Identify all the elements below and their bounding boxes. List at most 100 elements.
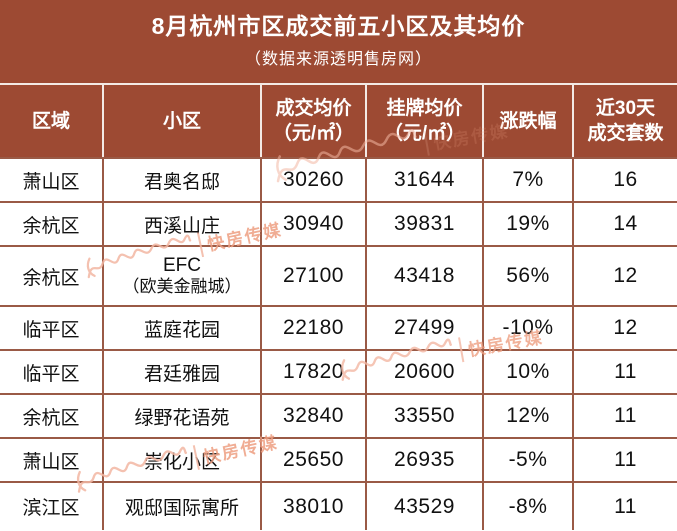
col-header-community: 小区 <box>102 83 262 159</box>
region-label: 萧山区 <box>22 171 80 193</box>
cell-community: 西溪山庄 <box>102 201 262 247</box>
deal-price-value: 30260 <box>283 168 344 191</box>
deal-price-value: 27100 <box>283 264 344 287</box>
cell-deal-price: 30260 <box>260 157 367 203</box>
count-value: 14 <box>613 212 638 235</box>
cell-deal-price: 38010 <box>260 481 367 530</box>
region-label: 余杭区 <box>22 267 80 289</box>
cell-change: -5% <box>482 437 574 483</box>
cell-community: 绿野花语苑 <box>102 393 262 439</box>
table-row: 余杭区 西溪山庄 30940 39831 19% 14 <box>0 201 677 247</box>
listing-price-value: 26935 <box>394 448 455 471</box>
deal-price-value: 38010 <box>283 494 344 518</box>
cell-count: 11 <box>572 437 677 483</box>
region-label: 滨江区 <box>22 498 80 519</box>
cell-community: 崇化小区 <box>102 437 262 483</box>
cell-listing-price: 33550 <box>365 393 484 439</box>
cell-listing-price: 20600 <box>365 349 484 395</box>
community-label: EFC <box>163 255 201 276</box>
change-value: -5% <box>508 448 548 471</box>
community-sublabel: （欧美金融城） <box>122 277 242 296</box>
cell-change: 12% <box>482 393 574 439</box>
region-label: 余杭区 <box>22 215 80 237</box>
col-header-label: 近30天 <box>595 98 656 119</box>
table-row: 萧山区 崇化小区 25650 26935 -5% 11 <box>0 437 677 483</box>
community-label: 君廷雅园 <box>143 363 220 385</box>
change-value: 19% <box>506 212 550 235</box>
deal-price-value: 32840 <box>283 404 344 427</box>
cell-count: 16 <box>572 157 677 203</box>
cell-listing-price: 43529 <box>365 481 484 530</box>
community-label: 观邸国际寓所 <box>124 498 239 519</box>
cell-deal-price: 30940 <box>260 201 367 247</box>
cell-deal-price: 22180 <box>260 305 367 351</box>
community-label: 西溪山庄 <box>143 215 220 237</box>
cell-deal-price: 25650 <box>260 437 367 483</box>
change-value: -8% <box>508 494 548 518</box>
community-label: 崇化小区 <box>143 451 220 473</box>
cell-deal-price: 27100 <box>260 245 367 307</box>
header-row: 区域 小区 成交均价 （元/㎡） 挂牌均价 （元/㎡） 涨跌幅 近30天 成交套… <box>0 83 677 159</box>
deal-price-value: 25650 <box>283 448 344 471</box>
listing-price-value: 39831 <box>394 212 455 235</box>
table-row: 临平区 君廷雅园 17820 20600 10% 11 <box>0 349 677 395</box>
count-value: 11 <box>614 448 637 471</box>
col-header-count: 近30天 成交套数 <box>572 83 677 159</box>
cell-region: 余杭区 <box>0 245 104 307</box>
price-table: 区域 小区 成交均价 （元/㎡） 挂牌均价 （元/㎡） 涨跌幅 近30天 成交套… <box>0 83 677 530</box>
col-header-unit: （元/㎡） <box>272 123 355 144</box>
region-label: 临平区 <box>22 319 80 341</box>
region-label: 余杭区 <box>22 407 80 429</box>
cell-community: 观邸国际寓所 <box>102 481 262 530</box>
region-label: 临平区 <box>22 363 80 385</box>
cell-listing-price: 26935 <box>365 437 484 483</box>
deal-price-value: 30940 <box>283 212 344 235</box>
col-header-label: 小区 <box>162 110 201 132</box>
table-row: 临平区 蓝庭花园 22180 27499 -10% 12 <box>0 305 677 351</box>
listing-price-value: 33550 <box>394 404 455 427</box>
cell-region: 临平区 <box>0 349 104 395</box>
page-title: 8月杭州市区成交前五小区及其均价 <box>151 13 526 39</box>
col-header-label: 区域 <box>31 110 70 132</box>
deal-price-value: 17820 <box>283 360 344 383</box>
cell-listing-price: 43418 <box>365 245 484 307</box>
title-block: 8月杭州市区成交前五小区及其均价 （数据来源透明售房网） <box>0 0 677 83</box>
col-header-unit: （元/㎡） <box>383 123 466 144</box>
cell-region: 余杭区 <box>0 393 104 439</box>
cell-community: EFC （欧美金融城） <box>102 245 262 307</box>
col-header-region: 区域 <box>0 83 104 159</box>
table-row: 萧山区 君奥名邸 30260 31644 7% 16 <box>0 157 677 203</box>
cell-listing-price: 31644 <box>365 157 484 203</box>
table-row: 余杭区 EFC （欧美金融城） 27100 43418 56% 12 <box>0 245 677 307</box>
count-value: 12 <box>613 264 638 287</box>
cell-count: 12 <box>572 305 677 351</box>
col-header-label: 涨跌幅 <box>499 110 557 132</box>
change-value: 7% <box>512 168 544 191</box>
col-header-listing-price: 挂牌均价 （元/㎡） <box>365 83 484 159</box>
listing-price-value: 43418 <box>394 264 455 287</box>
change-value: -10% <box>502 316 554 339</box>
listing-price-value: 43529 <box>394 494 455 518</box>
cell-count: 11 <box>572 393 677 439</box>
change-value: 12% <box>506 404 550 427</box>
col-header-label: 成交均价 <box>275 98 352 119</box>
count-value: 11 <box>614 494 637 518</box>
listing-price-value: 20600 <box>394 360 455 383</box>
cell-region: 萧山区 <box>0 157 104 203</box>
change-value: 10% <box>506 360 550 383</box>
cell-deal-price: 17820 <box>260 349 367 395</box>
cell-change: 56% <box>482 245 574 307</box>
cell-count: 11 <box>572 481 677 530</box>
col-header-label2: 成交套数 <box>587 123 664 144</box>
deal-price-value: 22180 <box>283 316 344 339</box>
community-label: 蓝庭花园 <box>143 319 220 341</box>
col-header-label: 挂牌均价 <box>386 98 463 119</box>
count-value: 12 <box>613 316 638 339</box>
cell-deal-price: 32840 <box>260 393 367 439</box>
cell-community: 君奥名邸 <box>102 157 262 203</box>
page-subtitle: （数据来源透明售房网） <box>244 51 432 68</box>
cell-region: 余杭区 <box>0 201 104 247</box>
cell-change: 7% <box>482 157 574 203</box>
count-value: 16 <box>613 168 638 191</box>
